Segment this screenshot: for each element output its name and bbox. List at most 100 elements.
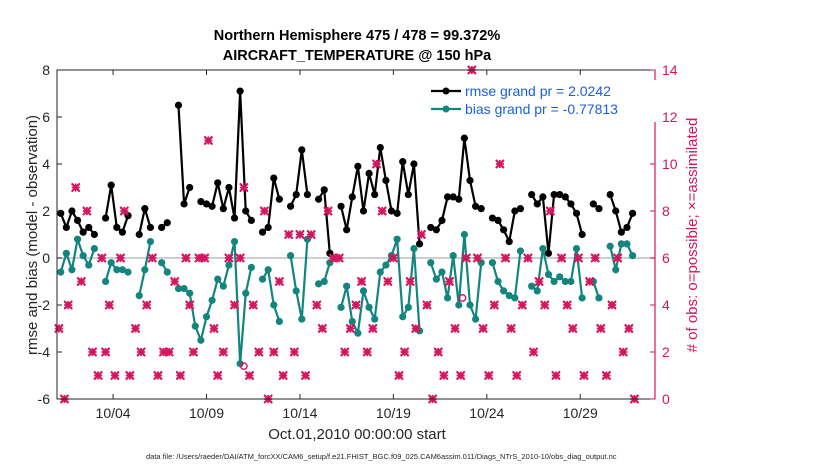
rmse-point [556,190,564,199]
assimilated-obs-marker [416,230,426,239]
assimilated-obs-marker [259,206,269,216]
rmse-point [578,230,586,239]
assimilated-obs-plus [456,371,465,380]
assimilated-obs-marker [495,159,505,169]
rmse-point [550,190,558,199]
assimilated-obs-plus [295,230,304,239]
bias-point [628,252,637,260]
bias-point [399,313,407,321]
rmse-point [393,209,401,217]
assimilated-obs-marker [362,347,372,357]
assimilated-obs-marker [104,300,114,310]
assimilated-obs-marker [557,253,567,263]
assimilated-obs-plus [372,160,381,168]
assimilated-obs-marker [400,347,410,357]
assimilated-obs-marker [119,206,129,216]
assimilated-obs-plus [54,324,63,333]
bias-point [516,247,525,255]
rmse-point [343,226,351,234]
assimilated-obs-plus [219,348,228,356]
assimilated-obs-plus [340,348,349,356]
rmse-point [113,223,121,232]
bias-point [247,263,255,271]
bias-point [292,287,300,295]
assimilated-obs-plus [423,301,432,309]
rmse-point [337,202,345,210]
assimilated-obs-plus [363,348,372,356]
y-tick-label-left: -4 [38,344,51,360]
bias-point [500,287,508,295]
rmse-point [455,195,463,203]
assimilated-obs-plus [546,207,555,215]
bias-point [348,317,356,326]
bias-point [202,313,211,321]
assimilated-obs-plus [64,301,73,309]
assimilated-obs-plus [484,371,493,380]
assimilated-obs-plus [357,277,366,286]
rmse-point [90,230,98,239]
assimilated-obs-marker [545,206,555,216]
assimilated-obs-marker [317,324,327,333]
rmse-point [443,193,452,201]
bias-point [320,277,328,286]
bias-point [466,301,474,309]
assimilated-obs-marker [613,253,623,263]
assimilated-obs-plus [94,371,103,380]
rmse-point [230,214,239,222]
y-tick-label-right: 4 [662,297,670,313]
bias-point [410,245,418,253]
assimilated-obs-plus [170,277,179,286]
rmse-point [500,226,508,234]
assimilated-obs-plus [323,207,332,215]
assimilated-obs-plus [389,254,398,262]
bias-point [623,240,631,248]
rmse-point [303,190,312,199]
assimilated-obs-plus [105,301,114,309]
bias-point [449,252,457,260]
assimilated-obs-marker [345,324,355,333]
rmse-point [494,216,502,224]
assimilated-obs-plus [406,277,415,286]
assimilated-obs-marker [170,277,180,286]
bias-line-segment [289,239,309,321]
assimilated-obs-marker [422,300,432,310]
assimilated-obs-plus [284,230,293,239]
assimilated-obs-marker [512,371,522,380]
possible-obs-marker [458,294,467,302]
chart-subtitle: AIRCRAFT_TEMPERATURE @ 150 hPa [223,48,492,64]
assimilated-obs-marker [254,347,264,357]
bias-point [544,270,553,279]
rmse-point [202,200,211,208]
assimilated-obs-plus [230,301,239,309]
assimilated-obs-plus [120,207,129,215]
assimilated-obs-marker [489,300,499,310]
assimilated-obs-marker [97,253,107,263]
bias-point [135,292,143,300]
bias-point [572,245,581,253]
rmse-point [180,200,188,208]
assimilated-obs-marker [523,253,533,263]
assimilated-obs-plus [279,371,288,380]
rmse-point [533,200,541,208]
legend-bias-marker [442,105,450,113]
rmse-point [595,205,603,213]
y-axis-label-left: rmse and bias (model - observation) [24,115,41,355]
bias-point [494,277,502,286]
x-tick-label: 10/24 [469,405,504,421]
assimilated-obs-plus [551,371,560,380]
assimilated-obs-plus [209,324,218,333]
rmse-point [415,240,424,248]
rmse-point [214,179,222,187]
bias-point [225,261,233,269]
assimilated-obs-plus [236,254,245,262]
assimilated-obs-marker [472,253,482,263]
rmse-point [371,190,379,199]
assimilated-obs-plus [523,254,532,262]
rmse-point [528,190,536,199]
rmse-point [236,87,244,95]
assimilated-obs-marker [224,253,234,263]
assimilated-obs-marker [93,371,103,380]
assimilated-obs-plus [557,254,566,262]
assimilated-obs-plus [411,324,420,333]
assimilated-obs-marker [244,371,254,380]
